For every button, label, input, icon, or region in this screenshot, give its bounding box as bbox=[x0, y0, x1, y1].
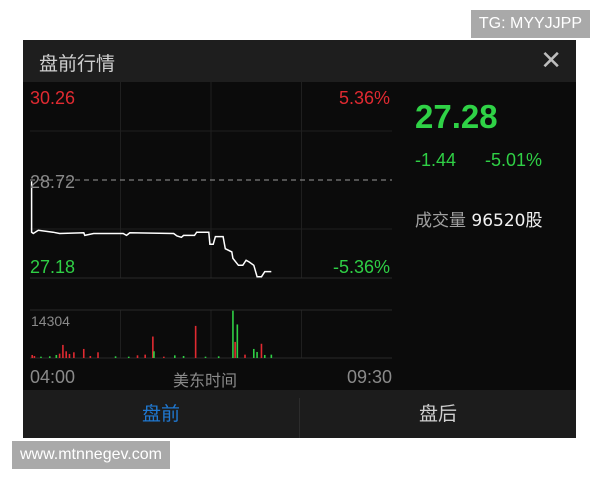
volume-bar bbox=[256, 351, 258, 358]
price-change: -1.44 bbox=[415, 150, 457, 170]
x-start-label: 04:00 bbox=[30, 367, 76, 387]
volume-bar bbox=[68, 353, 71, 358]
price-change-pct: -5.01% bbox=[485, 150, 543, 170]
volume-bar bbox=[31, 354, 33, 358]
y-min-pct-label: -5.36% bbox=[332, 257, 390, 277]
price-line bbox=[30, 181, 272, 278]
volume-bar bbox=[73, 352, 75, 358]
volume-bar bbox=[260, 343, 263, 358]
volume-max-label: 14304 bbox=[31, 313, 70, 329]
volume-bar bbox=[153, 351, 155, 358]
tab-divider bbox=[299, 398, 300, 438]
watermark-bottom: www.mtnnegev.com bbox=[12, 441, 170, 469]
volume-bar bbox=[217, 356, 220, 358]
volume-bar bbox=[234, 341, 236, 358]
volume-bar bbox=[263, 354, 266, 358]
volume-info: 成交量 96520股 bbox=[415, 206, 543, 231]
volume-bar bbox=[252, 348, 255, 358]
volume-bar bbox=[114, 356, 117, 358]
volume-bar bbox=[236, 324, 239, 358]
volume-bar bbox=[58, 353, 61, 358]
tab-afterhours[interactable]: 盘后 bbox=[418, 403, 457, 425]
volume-bar bbox=[40, 356, 42, 358]
y-max-pct-label: 5.36% bbox=[338, 88, 390, 108]
volume-value: 96520股 bbox=[471, 211, 543, 231]
volume-bar bbox=[244, 354, 246, 358]
session-tabs: 盘前 盘后 bbox=[23, 390, 576, 438]
volume-bar bbox=[163, 356, 165, 358]
volume-bar bbox=[144, 354, 146, 358]
volume-bar bbox=[55, 354, 58, 358]
volume-bar bbox=[182, 355, 185, 358]
close-icon[interactable]: ✕ bbox=[540, 46, 562, 76]
x-end-label: 09:30 bbox=[346, 367, 392, 387]
volume-bar bbox=[232, 310, 234, 358]
y-min-label: 27.18 bbox=[30, 257, 76, 277]
volume-bar bbox=[136, 355, 139, 358]
volume-bar bbox=[174, 355, 176, 358]
volume-bar bbox=[270, 354, 273, 358]
panel-header: 盘前行情 ✕ bbox=[23, 40, 576, 82]
volume-bar bbox=[48, 356, 51, 358]
volume-bar bbox=[82, 348, 85, 358]
x-axis-label: 美东时间 bbox=[173, 371, 238, 390]
volume-bar bbox=[89, 355, 92, 358]
panel-title: 盘前行情 bbox=[39, 53, 116, 75]
volume-label: 成交量 bbox=[415, 211, 466, 231]
volume-bar bbox=[152, 336, 154, 358]
volume-bar bbox=[65, 351, 67, 358]
intraday-chart bbox=[30, 82, 392, 359]
volume-bar bbox=[127, 356, 130, 358]
volume-bar bbox=[204, 356, 207, 358]
volume-bar bbox=[62, 344, 64, 358]
y-max-label: 30.26 bbox=[30, 88, 76, 108]
premarket-panel: 盘前行情 ✕ 30.26 5.36% 28.72 27.18 -5.36% 14… bbox=[23, 40, 576, 438]
watermark-top: TG: MYYJJPP bbox=[470, 10, 590, 38]
tab-premarket[interactable]: 盘前 bbox=[141, 403, 180, 425]
prev-close-label: 28.72 bbox=[30, 172, 76, 192]
volume-bar bbox=[97, 352, 99, 358]
volume-bar bbox=[33, 355, 36, 358]
last-price: 27.28 bbox=[415, 98, 498, 135]
volume-bar bbox=[194, 325, 197, 358]
